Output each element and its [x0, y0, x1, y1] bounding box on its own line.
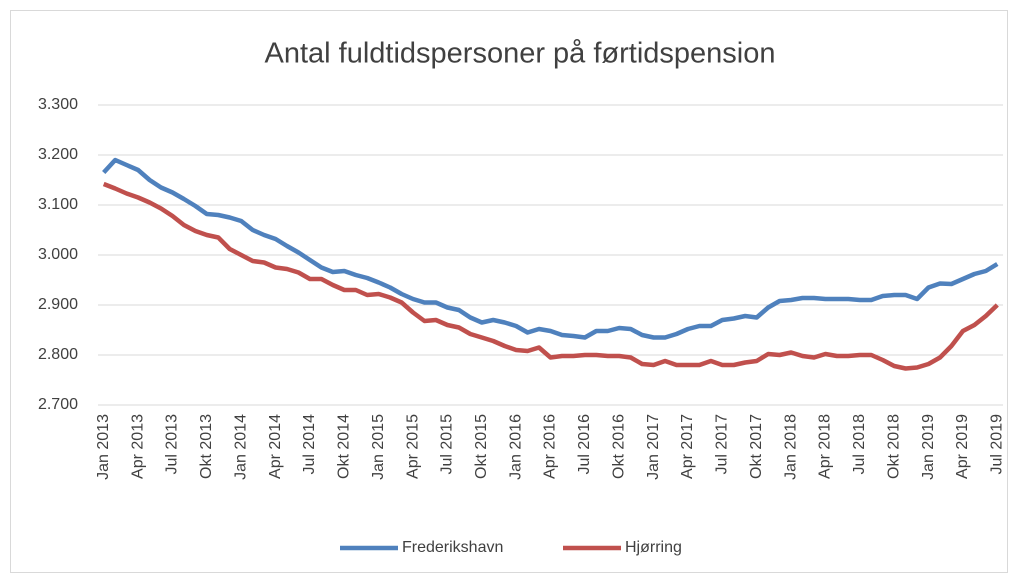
y-tick-label: 2.700 — [38, 396, 78, 413]
x-tick-label: Jan 2014 — [232, 414, 249, 480]
x-tick-label: Apr 2013 — [129, 414, 146, 479]
y-tick-label: 2.900 — [38, 296, 78, 313]
line-series — [102, 157, 999, 340]
x-tick-label: Jan 2015 — [370, 414, 387, 480]
x-tick-label: Jul 2017 — [714, 414, 731, 475]
x-tick-label: Okt 2017 — [748, 414, 765, 479]
legend-label: Hjørring — [625, 539, 682, 556]
chart-title: Antal fuldtidspersoner på førtidspension — [264, 38, 775, 70]
x-tick-label: Okt 2015 — [473, 414, 490, 479]
line-series — [102, 181, 999, 371]
x-tick-label: Okt 2016 — [610, 414, 627, 479]
x-tick-label: Jul 2018 — [851, 414, 868, 475]
x-tick-label: Jan 2017 — [645, 414, 662, 480]
x-tick-label: Jan 2019 — [920, 414, 937, 480]
x-tick-label: Okt 2013 — [198, 414, 215, 479]
x-tick-label: Apr 2019 — [954, 414, 971, 479]
x-tick-label: Okt 2018 — [885, 414, 902, 479]
x-tick-label: Jul 2015 — [439, 414, 456, 475]
y-tick-label: 3.000 — [38, 246, 78, 263]
y-tick-label: 3.200 — [38, 146, 78, 163]
legend-label: Frederikshavn — [402, 539, 503, 556]
x-tick-label: Apr 2016 — [542, 414, 559, 479]
x-tick-label: Jul 2014 — [301, 414, 318, 475]
x-tick-label: Apr 2015 — [404, 414, 421, 479]
x-tick-label: Apr 2017 — [679, 414, 696, 479]
chart-frame — [10, 10, 1008, 573]
x-tick-label: Jan 2013 — [95, 414, 112, 480]
y-tick-label: 2.800 — [38, 346, 78, 363]
x-tick-label: Jul 2019 — [988, 414, 1005, 475]
x-tick-label: Jan 2016 — [507, 414, 524, 480]
x-tick-label: Apr 2014 — [267, 414, 284, 479]
x-tick-label: Jul 2016 — [576, 414, 593, 475]
x-tick-label: Okt 2014 — [336, 414, 353, 479]
x-tick-label: Apr 2018 — [817, 414, 834, 479]
y-tick-label: 3.300 — [38, 96, 78, 113]
x-tick-label: Jan 2018 — [782, 414, 799, 480]
x-tick-label: Jul 2013 — [164, 414, 181, 475]
y-tick-label: 3.100 — [38, 196, 78, 213]
